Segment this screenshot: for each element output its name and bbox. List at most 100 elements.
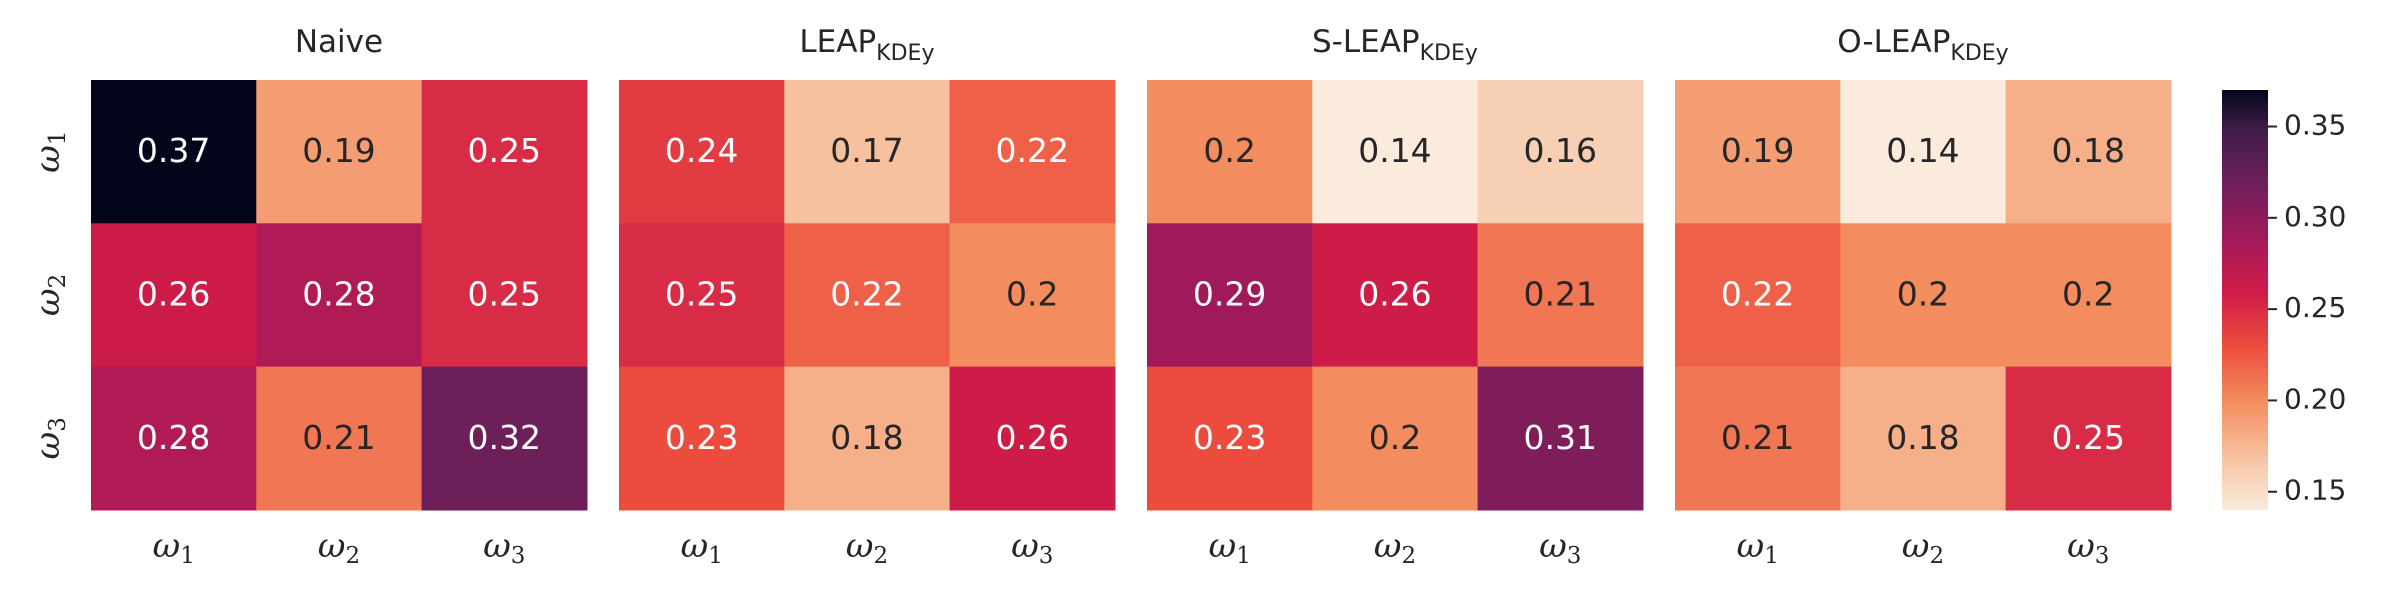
heatmap-cell <box>421 80 588 224</box>
x-tick-label: ω3 <box>2067 526 2109 569</box>
cell-value-label: 0.25 <box>468 274 541 313</box>
cell-value-label: 0.18 <box>2052 131 2125 170</box>
cell-value-label: 0.18 <box>1886 418 1959 457</box>
cell-value-label: 0.2 <box>1006 274 1058 313</box>
colorbar-gradient <box>2222 90 2268 510</box>
heatmap-cell <box>949 366 1116 511</box>
heatmap-cell <box>1477 223 1644 368</box>
cell-value-label: 0.22 <box>830 274 903 313</box>
cell-value-label: 0.23 <box>665 418 738 457</box>
cell-value-label: 0.26 <box>996 418 1069 457</box>
cell-value-label: 0.22 <box>1721 274 1794 313</box>
cell-value-label: 0.28 <box>137 418 210 457</box>
cell-value-label: 0.25 <box>468 131 541 170</box>
cell-value-label: 0.28 <box>302 274 375 313</box>
heatmap-cell <box>1675 80 1841 224</box>
x-tick-label: ω3 <box>483 526 525 569</box>
heatmap-cell <box>1840 223 2007 368</box>
cell-value-label: 0.29 <box>1193 274 1266 313</box>
cell-value-label: 0.26 <box>1358 274 1431 313</box>
y-tick-label: ω2 <box>28 274 71 316</box>
x-tick-label: ω3 <box>1539 526 1581 569</box>
heatmap-cell <box>619 366 785 511</box>
heatmap-cell <box>256 223 423 368</box>
heatmap-cell <box>2005 366 2172 511</box>
cell-value-label: 0.31 <box>1524 418 1597 457</box>
cell-value-label: 0.19 <box>1721 131 1794 170</box>
cell-value-label: 0.22 <box>996 131 1069 170</box>
colorbar-tick-label: 0.15 <box>2284 474 2346 507</box>
panel-title: LEAPKDEy <box>799 24 934 66</box>
cell-value-label: 0.24 <box>665 131 738 170</box>
x-tick-label: ω2 <box>318 526 360 569</box>
heatmap-panel: Naive 0.37 0.19 0.25 0.26 0.28 0.25 0.28 0.21 0.3… <box>91 24 588 569</box>
colorbar-tick-label: 0.30 <box>2284 200 2346 233</box>
cell-value-label: 0.19 <box>302 131 375 170</box>
panel-title: Naive <box>295 24 383 60</box>
x-tick-label: ω1 <box>680 526 722 569</box>
heatmap-cell <box>1477 366 1644 511</box>
heatmap-panel: LEAPKDEy 0.24 0.17 0.22 0.25 0.22 0.2 0.23 0.18 0… <box>619 24 1116 569</box>
cell-value-label: 0.21 <box>1524 274 1597 313</box>
x-tick-label: ω2 <box>846 526 888 569</box>
x-tick-label: ω2 <box>1902 526 1944 569</box>
x-tick-label: ω1 <box>152 526 194 569</box>
cell-value-label: 0.37 <box>137 131 210 170</box>
colorbar: 0.15 0.20 0.25 0.30 0.35 <box>2222 90 2346 510</box>
cell-value-label: 0.16 <box>1524 131 1597 170</box>
heatmap-cell <box>1840 366 2007 511</box>
heatmap-cell <box>784 366 951 511</box>
heatmap-cell <box>784 80 951 224</box>
heatmap-panel: S-LEAPKDEy 0.2 0.14 0.16 0.29 0.26 0.21 0.23 0.2… <box>1147 24 1644 569</box>
heatmap-cell <box>1312 223 1479 368</box>
cell-value-label: 0.2 <box>1369 418 1421 457</box>
x-tick-label: ω3 <box>1011 526 1053 569</box>
y-tick-label: ω1 <box>28 130 71 172</box>
heatmap-cell <box>1147 223 1313 368</box>
cell-value-label: 0.25 <box>2052 418 2125 457</box>
cell-value-label: 0.26 <box>137 274 210 313</box>
heatmap-cell <box>1675 223 1841 368</box>
heatmap-cell <box>256 80 423 224</box>
heatmap-cell <box>91 366 257 511</box>
cell-value-label: 0.18 <box>830 418 903 457</box>
heatmap-cell <box>1147 80 1313 224</box>
heatmap-cell <box>1675 366 1841 511</box>
cell-value-label: 0.14 <box>1886 131 1959 170</box>
cell-value-label: 0.23 <box>1193 418 1266 457</box>
heatmap-cell <box>949 80 1116 224</box>
cell-value-label: 0.17 <box>830 131 903 170</box>
heatmap-cell <box>2005 80 2172 224</box>
colorbar-tick-label: 0.35 <box>2284 109 2346 142</box>
y-tick-label: ω3 <box>28 417 71 459</box>
cell-value-label: 0.2 <box>2062 274 2114 313</box>
cell-value-label: 0.32 <box>468 418 541 457</box>
heatmap-cell <box>421 223 588 368</box>
heatmap-cell <box>256 366 423 511</box>
heatmap-cell <box>421 366 588 511</box>
cell-value-label: 0.21 <box>302 418 375 457</box>
cell-value-label: 0.14 <box>1358 131 1431 170</box>
heatmap-cell <box>619 223 785 368</box>
panel-title: S-LEAPKDEy <box>1312 24 1478 66</box>
cell-value-label: 0.21 <box>1721 418 1794 457</box>
panel-title: O-LEAPKDEy <box>1837 24 2009 66</box>
cell-value-label: 0.2 <box>1203 131 1255 170</box>
cell-value-label: 0.25 <box>665 274 738 313</box>
cell-value-label: 0.2 <box>1897 274 1949 313</box>
colorbar-tick-label: 0.25 <box>2284 291 2346 324</box>
heatmap-cell <box>949 223 1116 368</box>
x-tick-label: ω2 <box>1374 526 1416 569</box>
heatmap-cell <box>1312 366 1479 511</box>
heatmap-cell <box>1147 366 1313 511</box>
heatmap-cell <box>1840 80 2007 224</box>
heatmap-cell <box>2005 223 2172 368</box>
x-tick-label: ω1 <box>1736 526 1778 569</box>
colorbar-tick-label: 0.20 <box>2284 382 2346 415</box>
heatmap-panel: O-LEAPKDEy 0.19 0.14 0.18 0.22 0.2 0.2 0.21 0.18… <box>1675 24 2172 569</box>
heatmap-cell <box>1312 80 1479 224</box>
x-tick-label: ω1 <box>1208 526 1250 569</box>
heatmap-cell <box>1477 80 1644 224</box>
heatmap-cell <box>619 80 785 224</box>
